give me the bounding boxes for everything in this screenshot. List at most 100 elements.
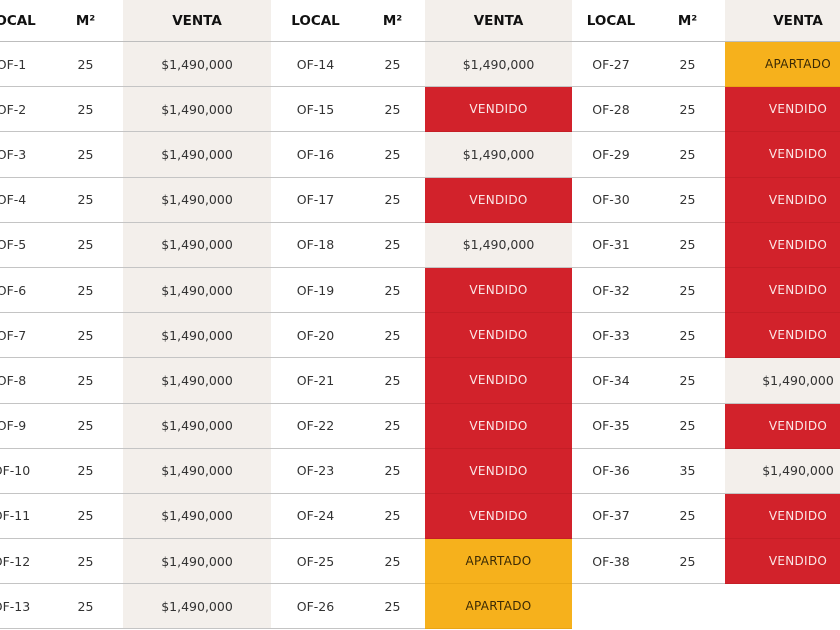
status-badge: VENDIDO <box>725 313 840 359</box>
local-cell: OF-3 <box>0 132 48 178</box>
m2-cell: 25 <box>650 313 725 359</box>
empty-cell <box>725 584 840 629</box>
empty-cell <box>572 584 650 629</box>
local-cell: OF-36 <box>572 449 650 494</box>
empty-cell <box>650 584 725 629</box>
m2-cell: 25 <box>48 313 123 359</box>
m2-cell: 25 <box>360 539 425 585</box>
local-cell: OF-31 <box>572 223 650 268</box>
status-badge: VENDIDO <box>725 267 840 314</box>
local-cell: OF-27 <box>572 42 650 88</box>
column-m2-group-2: M² 25 25 25 25 25 25 25 25 25 25 25 25 25 <box>360 0 425 630</box>
m2-cell: 25 <box>48 178 123 223</box>
m2-cell: 35 <box>650 449 725 494</box>
m2-cell: 25 <box>360 268 425 314</box>
local-cell: OF-34 <box>572 358 650 404</box>
m2-cell: 25 <box>650 268 725 314</box>
price-cell: $1,490,000 <box>123 584 271 630</box>
m2-cell: 25 <box>360 449 425 494</box>
m2-cell: 25 <box>360 358 425 404</box>
local-cell: OF-11 <box>0 494 48 540</box>
status-badge: VENDIDO <box>425 313 572 359</box>
header-local: LOCAL <box>572 0 650 42</box>
price-cell: $1,490,000 <box>725 448 840 494</box>
price-cell: $1,490,000 <box>123 493 271 540</box>
m2-cell: 25 <box>360 404 425 449</box>
status-badge: VENDIDO <box>725 539 840 585</box>
local-cell: OF-20 <box>271 313 360 359</box>
column-venta-group-2: VENTA $1,490,000 VENDIDO $1,490,000 VENDIDO $… <box>425 0 572 630</box>
status-badge: VENDIDO <box>425 87 572 133</box>
column-local-group-3: LOCAL OF-27 OF-28 OF-29 OF-30 OF-31 OF-32 OF-33… <box>572 0 650 629</box>
m2-cell: 25 <box>48 223 123 268</box>
header-local: LOCAL <box>271 0 360 42</box>
local-cell: OF-14 <box>271 42 360 88</box>
local-cell: OF-24 <box>271 494 360 540</box>
local-cell: OF-33 <box>572 313 650 359</box>
status-badge: VENDIDO <box>725 87 840 133</box>
m2-cell: 25 <box>650 42 725 88</box>
m2-cell: 25 <box>360 132 425 178</box>
m2-cell: 25 <box>650 358 725 404</box>
price-cell: $1,490,000 <box>425 132 572 178</box>
status-badge: VENDIDO <box>725 403 840 449</box>
local-cell: OF-9 <box>0 404 48 449</box>
local-cell: OF-13 <box>0 584 48 630</box>
status-badge: APARTADO <box>725 42 840 88</box>
price-cell: $1,490,000 <box>123 539 271 585</box>
local-cell: OF-6 <box>0 268 48 314</box>
local-cell: OF-5 <box>0 223 48 268</box>
status-badge: APARTADO <box>425 539 572 585</box>
header-m2: M² <box>360 0 425 42</box>
local-cell: OF-37 <box>572 494 650 540</box>
price-cell: $1,490,000 <box>123 267 271 314</box>
price-cell: $1,490,000 <box>123 448 271 494</box>
status-badge: VENDIDO <box>425 177 572 223</box>
m2-cell: 25 <box>650 178 725 223</box>
status-badge: VENDIDO <box>425 448 572 494</box>
local-cell: OF-29 <box>572 132 650 178</box>
m2-cell: 25 <box>48 539 123 585</box>
local-cell: OF-23 <box>271 449 360 494</box>
m2-cell: 25 <box>650 132 725 178</box>
m2-cell: 25 <box>360 223 425 268</box>
m2-cell: 25 <box>48 132 123 178</box>
status-badge: VENDIDO <box>725 177 840 223</box>
m2-cell: 25 <box>48 87 123 133</box>
local-cell: OF-12 <box>0 539 48 585</box>
m2-cell: 25 <box>650 539 725 585</box>
m2-cell: 25 <box>48 42 123 88</box>
m2-cell: 25 <box>650 223 725 268</box>
status-badge: VENDIDO <box>425 403 572 449</box>
local-cell: OF-15 <box>271 87 360 133</box>
m2-cell: 25 <box>48 584 123 630</box>
m2-cell: 25 <box>360 42 425 88</box>
m2-cell: 25 <box>48 404 123 449</box>
column-m2-group-3: M² 25 25 25 25 25 25 25 25 25 35 25 25 <box>650 0 725 629</box>
status-badge: VENDIDO <box>725 132 840 178</box>
column-venta-group-1: VENTA $1,490,000 $1,490,000 $1,490,000 $1,49… <box>123 0 271 630</box>
price-cell: $1,490,000 <box>123 222 271 268</box>
column-m2-group-1: M² 25 25 25 25 25 25 25 25 25 25 25 25 25 <box>48 0 123 630</box>
local-cell: OF-25 <box>271 539 360 585</box>
m2-cell: 25 <box>360 178 425 223</box>
m2-cell: 25 <box>360 584 425 630</box>
local-cell: OF-17 <box>271 178 360 223</box>
m2-cell: 25 <box>360 313 425 359</box>
header-local: LOCAL <box>0 0 48 42</box>
local-cell: OF-8 <box>0 358 48 404</box>
column-venta-group-3: VENTA APARTADO VENDIDO VENDIDO VENDIDO VENDID… <box>725 0 840 629</box>
local-cell: OF-1 <box>0 42 48 88</box>
local-cell: OF-4 <box>0 178 48 223</box>
price-cell: $1,490,000 <box>123 42 271 88</box>
m2-cell: 25 <box>48 449 123 494</box>
status-badge: VENDIDO <box>725 493 840 540</box>
local-cell: OF-30 <box>572 178 650 223</box>
status-badge: VENDIDO <box>425 493 572 540</box>
column-local-group-2: LOCAL OF-14 OF-15 OF-16 OF-17 OF-18 OF-19 OF-20… <box>271 0 360 630</box>
price-cell: $1,490,000 <box>123 132 271 178</box>
price-cell: $1,490,000 <box>425 222 572 268</box>
price-cell: $1,490,000 <box>425 42 572 88</box>
local-cell: OF-32 <box>572 268 650 314</box>
m2-cell: 25 <box>48 268 123 314</box>
